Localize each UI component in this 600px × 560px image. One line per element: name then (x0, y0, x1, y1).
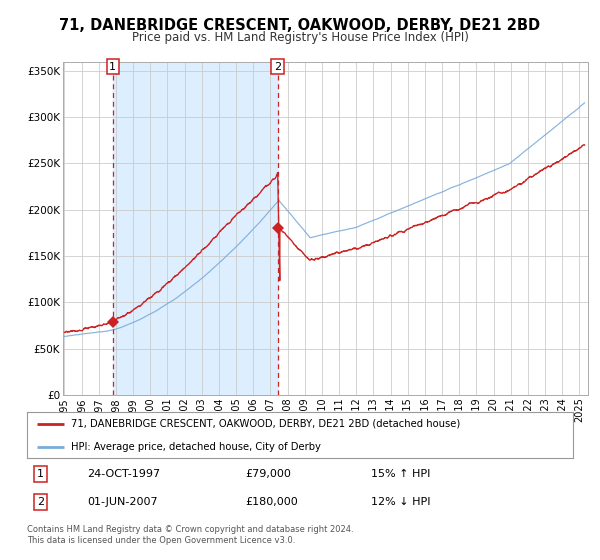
Text: £180,000: £180,000 (245, 497, 298, 507)
Text: 1: 1 (109, 62, 116, 72)
Bar (113, 62, 278, 395)
Text: 71, DANEBRIDGE CRESCENT, OAKWOOD, DERBY, DE21 2BD: 71, DANEBRIDGE CRESCENT, OAKWOOD, DERBY,… (59, 18, 541, 33)
Text: £79,000: £79,000 (245, 469, 291, 479)
Text: 2: 2 (37, 497, 44, 507)
Text: 12% ↓ HPI: 12% ↓ HPI (371, 497, 430, 507)
Text: 71, DANEBRIDGE CRESCENT, OAKWOOD, DERBY, DE21 2BD (detached house): 71, DANEBRIDGE CRESCENT, OAKWOOD, DERBY,… (71, 419, 460, 429)
Text: Price paid vs. HM Land Registry's House Price Index (HPI): Price paid vs. HM Land Registry's House … (131, 31, 469, 44)
Text: 24-OCT-1997: 24-OCT-1997 (87, 469, 160, 479)
Text: Contains HM Land Registry data © Crown copyright and database right 2024.
This d: Contains HM Land Registry data © Crown c… (27, 525, 353, 545)
Text: 2: 2 (274, 62, 281, 72)
Text: 01-JUN-2007: 01-JUN-2007 (87, 497, 158, 507)
Text: 1: 1 (37, 469, 44, 479)
Text: HPI: Average price, detached house, City of Derby: HPI: Average price, detached house, City… (71, 442, 320, 452)
Text: 15% ↑ HPI: 15% ↑ HPI (371, 469, 430, 479)
